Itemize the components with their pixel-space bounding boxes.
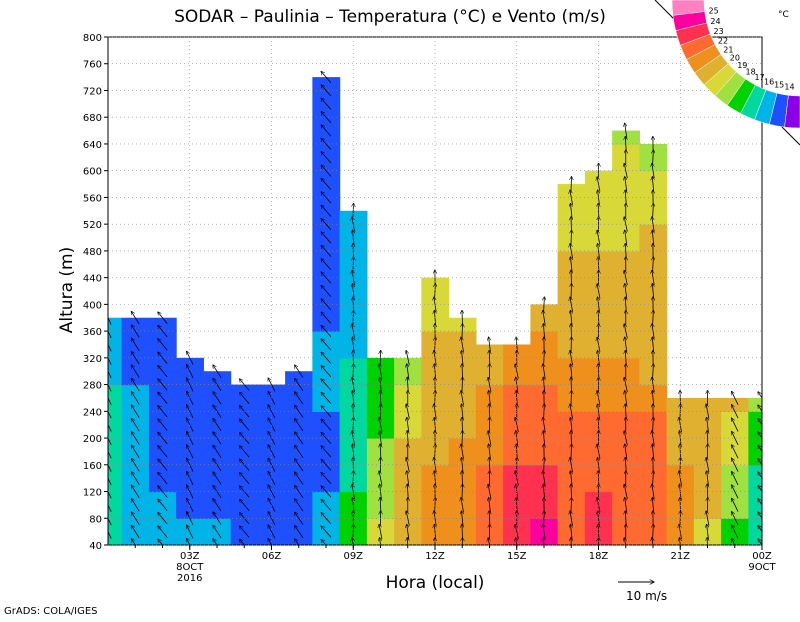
temp-cell bbox=[122, 318, 150, 332]
temp-cell bbox=[149, 318, 177, 332]
wind-arrow bbox=[353, 471, 354, 486]
temp-cell bbox=[203, 371, 231, 385]
wind-arrow bbox=[571, 230, 572, 245]
wind-arrow bbox=[462, 431, 463, 446]
wind-arrow bbox=[571, 284, 572, 299]
colorbar-label: 24 bbox=[710, 17, 720, 26]
wind-arrow bbox=[571, 497, 572, 512]
y-tick-label: 120 bbox=[83, 488, 102, 499]
y-tick-label: 800 bbox=[83, 33, 102, 44]
colorbar-label: 22 bbox=[718, 36, 728, 45]
y-tick-label: 520 bbox=[83, 220, 102, 231]
y-tick-label: 280 bbox=[83, 381, 102, 392]
wind-arrow bbox=[462, 484, 463, 499]
x-tick-label: 09Z bbox=[343, 551, 363, 562]
wind-arrow bbox=[462, 377, 463, 392]
y-axis-label: Altura (m) bbox=[57, 247, 77, 333]
y-tick-label: 360 bbox=[83, 327, 102, 338]
y-tick-label: 320 bbox=[83, 354, 102, 365]
temp-cell bbox=[312, 77, 340, 91]
y-tick-label: 400 bbox=[83, 300, 102, 311]
wind-arrow bbox=[571, 270, 572, 285]
x-axis-label: Hora (local) bbox=[386, 573, 485, 593]
y-tick-label: 680 bbox=[83, 113, 102, 124]
wind-arrow bbox=[462, 310, 463, 325]
colorbar-unit: °C bbox=[778, 10, 789, 20]
y-tick-label: 480 bbox=[83, 247, 102, 258]
temp-cell bbox=[721, 398, 749, 412]
wind-arrow bbox=[571, 324, 572, 339]
y-tick-label: 440 bbox=[83, 274, 102, 285]
y-tick-label: 560 bbox=[83, 193, 102, 204]
wind-arrow bbox=[571, 337, 572, 352]
y-tick-label: 240 bbox=[83, 407, 102, 418]
colorbar-label: 25 bbox=[709, 6, 719, 15]
credit-text: GrADS: COLA/IGES bbox=[4, 606, 98, 617]
x-tick-label: 2016 bbox=[177, 573, 202, 584]
wind-arrow bbox=[680, 444, 681, 459]
wind-arrow bbox=[353, 457, 354, 472]
y-tick-label: 80 bbox=[89, 514, 102, 525]
wind-arrow bbox=[571, 217, 572, 232]
x-tick-label: 18Z bbox=[589, 551, 609, 562]
colorbar-label: 14 bbox=[784, 82, 794, 91]
wind-arrow bbox=[353, 524, 354, 539]
y-axis-ticks: 40 80 120 160 200 240 280 320 360 400 440 480 520 560… bbox=[83, 33, 108, 552]
wind-arrow bbox=[571, 177, 572, 192]
wind-arrow bbox=[353, 404, 354, 419]
y-tick-label: 720 bbox=[83, 86, 102, 97]
wind-arrow bbox=[571, 484, 572, 499]
x-tick-label: 21Z bbox=[670, 551, 690, 562]
x-tick-label: 00Z bbox=[752, 551, 772, 562]
wind-arrow bbox=[462, 364, 463, 379]
wind-arrow bbox=[571, 377, 572, 392]
y-tick-label: 760 bbox=[83, 60, 102, 71]
wind-arrow bbox=[571, 431, 572, 446]
y-tick-label: 200 bbox=[83, 434, 102, 445]
wind-arrow bbox=[462, 471, 463, 486]
x-tick-label: 03Z bbox=[180, 551, 200, 562]
y-tick-label: 40 bbox=[89, 541, 102, 552]
x-tick-label: 12Z bbox=[425, 551, 445, 562]
x-tick-label: 15Z bbox=[507, 551, 527, 562]
y-tick-label: 640 bbox=[83, 140, 102, 151]
wind-arrow bbox=[462, 324, 463, 339]
temp-cell bbox=[285, 371, 313, 385]
wind-arrow bbox=[462, 524, 463, 539]
temperature-field bbox=[94, 77, 776, 545]
wind-arrow bbox=[571, 444, 572, 459]
colorbar-label: 16 bbox=[764, 77, 774, 86]
wind-arrow bbox=[462, 417, 463, 432]
y-tick-label: 160 bbox=[83, 461, 102, 472]
colorbar-label: 15 bbox=[774, 80, 784, 89]
wind-arrow bbox=[571, 390, 572, 405]
wind-reference-vector: 10 m/s bbox=[618, 582, 667, 603]
wind-reference-label: 10 m/s bbox=[626, 589, 667, 603]
x-tick-label: 8OCT bbox=[176, 562, 204, 573]
x-tick-label: 06Z bbox=[262, 551, 282, 562]
y-tick-label: 600 bbox=[83, 167, 102, 178]
chart-title: SODAR – Paulinia – Temperatura (°C) e Ve… bbox=[174, 7, 606, 27]
wind-arrow bbox=[680, 497, 681, 512]
colorbar-label: 23 bbox=[714, 27, 724, 36]
x-tick-label: 9OCT bbox=[748, 562, 776, 573]
